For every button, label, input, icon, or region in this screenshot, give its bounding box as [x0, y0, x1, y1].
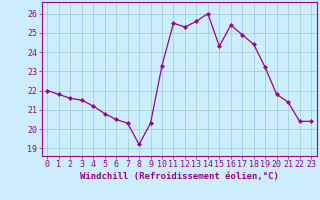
X-axis label: Windchill (Refroidissement éolien,°C): Windchill (Refroidissement éolien,°C) — [80, 172, 279, 181]
